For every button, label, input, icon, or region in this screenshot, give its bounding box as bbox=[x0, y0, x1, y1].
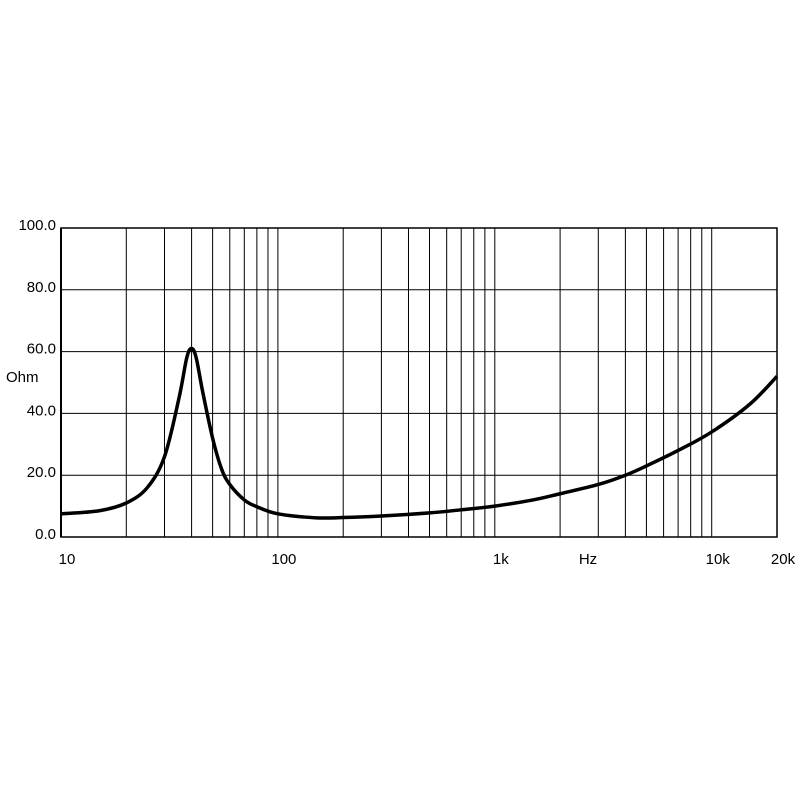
y-tick-label: 40.0 bbox=[27, 402, 56, 419]
y-tick-label: 20.0 bbox=[27, 464, 56, 481]
x-tick-label: 1k bbox=[493, 551, 509, 568]
y-tick-label: 100.0 bbox=[18, 217, 56, 234]
x-tick-label: 100 bbox=[271, 551, 296, 568]
y-tick-label: 80.0 bbox=[27, 279, 56, 296]
y-tick-label: 60.0 bbox=[27, 341, 56, 358]
impedance-curve bbox=[60, 346, 779, 520]
x-axis-label: Hz bbox=[579, 551, 597, 568]
y-tick-label: 0.0 bbox=[35, 526, 56, 543]
x-tick-label: 10k bbox=[706, 551, 731, 568]
x-tick-label: 20k bbox=[771, 551, 796, 568]
y-axis-label: Ohm bbox=[6, 369, 39, 386]
x-tick-label: 10 bbox=[59, 551, 76, 568]
